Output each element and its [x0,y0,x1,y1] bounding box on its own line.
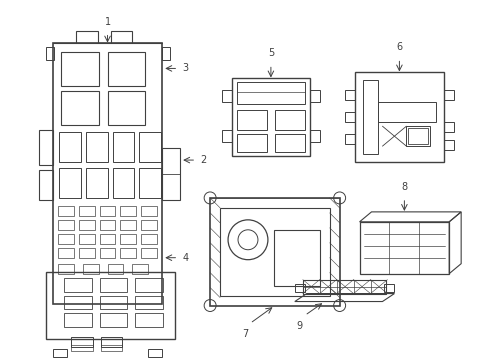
Text: 5: 5 [267,49,273,58]
Bar [58,264,74,274]
Bar [100,206,115,216]
Bar [344,134,354,144]
Bar [107,91,145,125]
Text: 6: 6 [396,42,402,53]
Bar [354,72,443,162]
Bar [222,130,232,142]
Bar [53,42,162,303]
Text: 8: 8 [401,182,407,192]
Bar [344,90,354,100]
Bar [141,248,157,258]
Bar [162,148,180,200]
Bar [222,90,232,102]
Bar [76,31,98,42]
Bar [162,46,170,60]
Bar [58,234,74,244]
Bar [46,46,54,60]
Bar [139,168,161,198]
Text: 7: 7 [242,329,247,339]
Bar [141,234,157,244]
Bar [139,132,161,162]
Bar [443,122,453,132]
Bar [274,110,304,130]
Text: 2: 2 [200,155,206,165]
Bar [58,206,74,216]
Bar [63,296,91,310]
Bar [100,234,115,244]
Bar [100,278,127,292]
Bar [443,140,453,150]
Bar [237,82,304,104]
Bar [220,208,329,296]
Bar [237,134,266,152]
Bar [141,220,157,230]
Bar [443,90,453,100]
Bar [135,314,163,328]
Bar [309,90,319,102]
Bar [63,314,91,328]
Bar [101,345,122,351]
Bar [141,206,157,216]
Bar [39,130,53,165]
Bar [309,130,319,142]
Bar [407,128,427,144]
Text: 9: 9 [296,321,302,332]
Bar [85,168,107,198]
Bar [61,91,99,125]
Bar [71,345,92,351]
Bar [79,248,94,258]
Bar [79,220,94,230]
Bar [79,234,94,244]
Bar [82,264,99,274]
Bar [148,349,162,357]
Bar [61,53,99,86]
Text: 4: 4 [182,253,188,263]
Bar [210,198,339,306]
Bar [237,110,266,130]
Bar [85,132,107,162]
Bar [273,230,319,285]
Bar [378,102,435,122]
Bar [120,220,136,230]
Bar [112,168,134,198]
Bar [359,222,448,274]
Bar [274,134,304,152]
Bar [100,296,127,310]
Bar [59,132,81,162]
Bar [135,278,163,292]
Text: 1: 1 [104,17,110,27]
Bar [59,168,81,198]
Text: 3: 3 [182,63,188,73]
Bar [132,264,148,274]
Bar [362,80,378,154]
Bar [107,53,145,86]
Bar [53,349,66,357]
Bar [232,78,309,156]
Bar [344,112,354,122]
Bar [100,248,115,258]
Bar [100,220,115,230]
Bar [120,206,136,216]
Bar [58,220,74,230]
Bar [406,126,429,146]
Bar [384,284,394,292]
Bar [71,337,92,347]
Bar [63,278,91,292]
Bar [120,248,136,258]
Bar [112,132,134,162]
Bar [135,296,163,310]
Bar [294,284,304,292]
Bar [107,264,123,274]
Bar [39,170,53,200]
Bar [100,314,127,328]
Bar [110,31,132,42]
Bar [46,272,175,339]
Bar [79,206,94,216]
Bar [58,248,74,258]
Bar [101,337,122,347]
Bar [120,234,136,244]
